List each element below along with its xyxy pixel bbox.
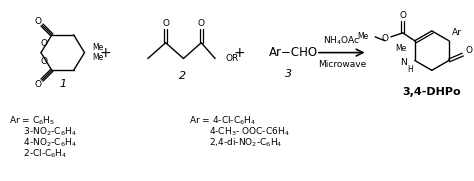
Text: 3-NO$_2$-C$_6$H$_4$: 3-NO$_2$-C$_6$H$_4$ (9, 125, 77, 138)
Text: OR: OR (225, 54, 238, 63)
Text: Ar: Ar (452, 28, 462, 37)
Text: Me: Me (395, 44, 407, 53)
Text: O: O (41, 39, 48, 48)
Text: Me: Me (93, 53, 104, 62)
Text: O: O (35, 17, 42, 26)
Text: O: O (35, 80, 42, 89)
Text: 1: 1 (59, 79, 66, 89)
Text: +: + (100, 46, 111, 60)
Text: O: O (399, 11, 406, 20)
Text: O: O (198, 18, 205, 28)
Text: O: O (162, 18, 169, 28)
Text: NH$_4$OAc: NH$_4$OAc (323, 35, 360, 47)
Text: Me: Me (357, 32, 368, 41)
Text: 2: 2 (179, 71, 186, 81)
Text: Ar−CHO: Ar−CHO (269, 46, 318, 59)
Text: 3,4-DHPo: 3,4-DHPo (402, 87, 461, 97)
Text: O: O (465, 46, 472, 55)
Text: +: + (233, 46, 245, 60)
Text: 3: 3 (285, 69, 292, 79)
Text: O: O (382, 34, 389, 43)
Text: H: H (407, 65, 412, 74)
Text: O: O (41, 57, 48, 66)
Text: 2,4-di-NO$_2$-C$_6$H$_4$: 2,4-di-NO$_2$-C$_6$H$_4$ (190, 136, 283, 149)
Text: 4-CH$_3$- OOC-C6H$_4$: 4-CH$_3$- OOC-C6H$_4$ (190, 125, 290, 138)
Text: N: N (400, 58, 407, 67)
Text: Me: Me (93, 43, 104, 52)
Text: Ar = C$_6$H$_5$: Ar = C$_6$H$_5$ (9, 115, 55, 127)
Text: Microwave: Microwave (318, 60, 366, 69)
Text: Ar = 4-Cl-C$_6$H$_4$: Ar = 4-Cl-C$_6$H$_4$ (190, 115, 256, 127)
Text: 4-NO$_2$-C$_6$H$_4$: 4-NO$_2$-C$_6$H$_4$ (9, 136, 77, 149)
Text: 2-Cl-C$_6$H$_4$: 2-Cl-C$_6$H$_4$ (9, 147, 68, 160)
